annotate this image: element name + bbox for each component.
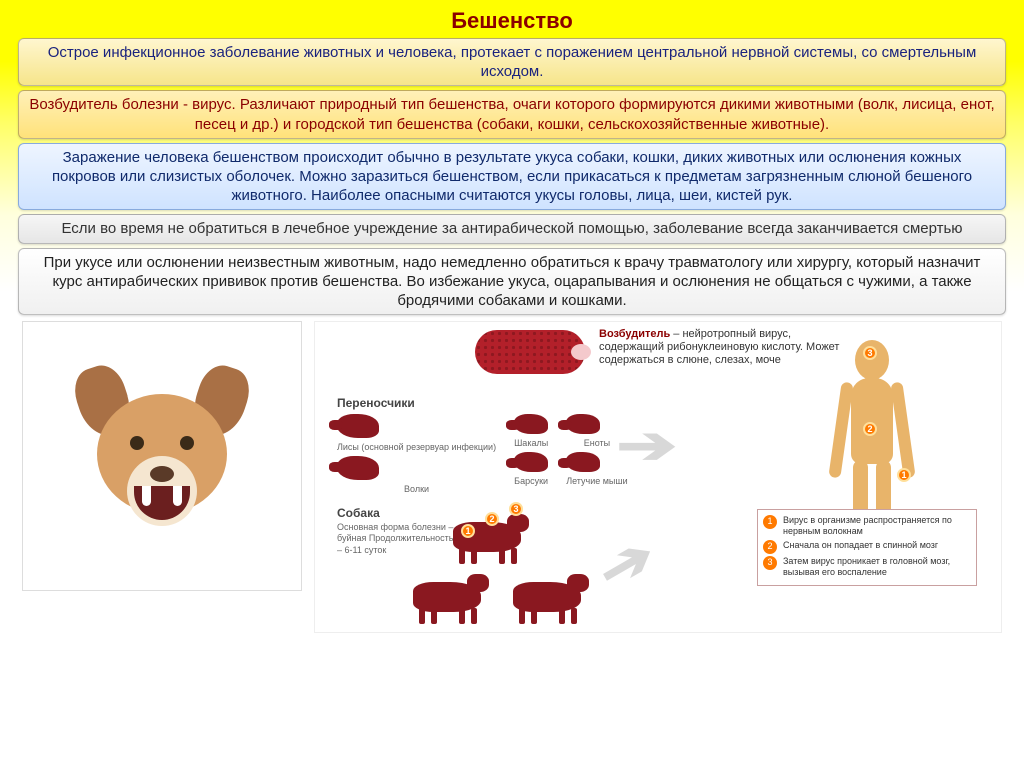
info-box-transmission: Заражение человека бешенством происходит…: [18, 143, 1006, 211]
info-box-definition: Острое инфекционное заболевание животных…: [18, 38, 1006, 86]
dog-silhouette: [505, 568, 591, 620]
page-title: Бешенство: [18, 6, 1006, 38]
dog-section-title: Собака: [337, 506, 380, 520]
fox-icon: [337, 414, 379, 438]
dog-section-text: Основная форма болезни – буйная Продолжи…: [337, 522, 457, 556]
transmission-diagram: Возбудитель – нейротропный вирус, содерж…: [314, 321, 1002, 633]
dog-silhouette: [405, 568, 491, 620]
bat-icon: [566, 452, 600, 472]
carriers-row: Лисы (основной резервуар инфекции)Волки …: [337, 414, 637, 494]
virus-icon: [475, 330, 585, 374]
wolf-icon: [337, 456, 379, 480]
info-box-pathogen: Возбудитель болезни - вирус. Различают п…: [18, 90, 1006, 138]
jackal-icon: [514, 414, 548, 434]
raccoon-icon: [566, 414, 600, 434]
carriers-title: Переносчики: [337, 396, 415, 410]
rabid-dog-image: [22, 321, 302, 591]
dog-silhouette: 1 2 3: [445, 508, 531, 560]
arrow-icon: ➔: [587, 524, 666, 604]
info-box-outcome: Если во время не обратиться в лечебное у…: [18, 214, 1006, 243]
info-box-action: При укусе или ослюнении неизвестным живо…: [18, 248, 1006, 316]
badger-icon: [514, 452, 548, 472]
arrow-icon: ➔: [616, 416, 677, 476]
legend-box: 1Вирус в организме распространяется по н…: [757, 509, 977, 586]
